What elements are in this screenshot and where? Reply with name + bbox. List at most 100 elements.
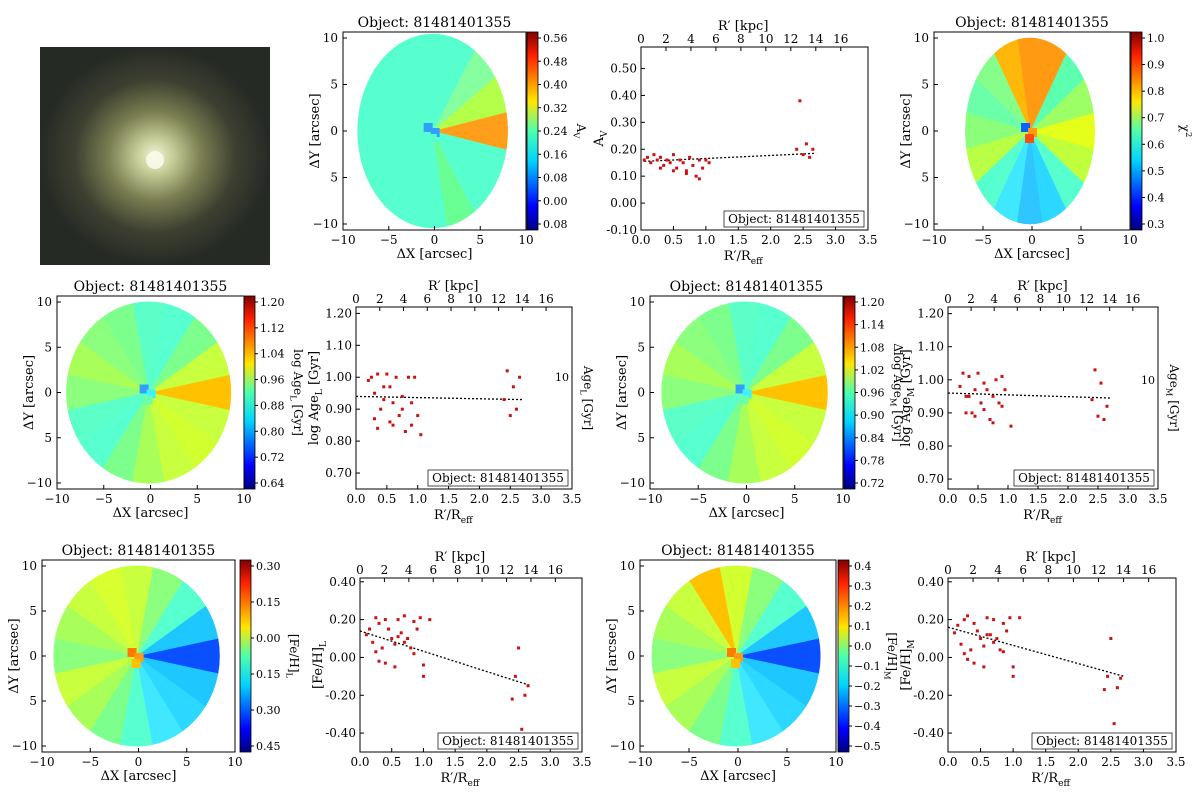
colorbar-label: [Fe/H]M bbox=[882, 632, 899, 680]
data-point bbox=[979, 401, 983, 405]
data-point bbox=[373, 391, 377, 395]
data-point bbox=[374, 650, 378, 654]
map-y-tick-label: 10 bbox=[37, 295, 52, 309]
map-y-axis-label: ΔY [arcsec] bbox=[22, 355, 37, 430]
y-axis-label: log AgeM [Gyr] bbox=[899, 349, 917, 446]
map-sector bbox=[432, 130, 507, 186]
colorbar-tick-label: 0.32 bbox=[543, 102, 568, 115]
colorbar-tick-label: 0.45 bbox=[256, 740, 281, 753]
data-point bbox=[1102, 688, 1106, 692]
map-x-tick-label: 10 bbox=[518, 233, 533, 247]
data-point bbox=[388, 420, 392, 424]
top-tick-label: 6 bbox=[423, 292, 431, 306]
data-point bbox=[995, 637, 999, 641]
data-point bbox=[645, 155, 649, 159]
data-point bbox=[413, 375, 417, 379]
x-tick-label: 1.0 bbox=[408, 492, 427, 506]
profile-frame bbox=[947, 306, 1159, 490]
colorbar-label: Δlog AgeM [Gyr] bbox=[888, 343, 905, 442]
colorbar-tick-label: 0.96 bbox=[260, 374, 285, 387]
colorbar-tick-label: 1.02 bbox=[860, 364, 885, 377]
map-panel-fehM: −10 −5 0 5 10 10 5 0 5 −10 ΔX [arcsec] ΔY [arcsec] O… bbox=[605, 543, 899, 784]
data-point bbox=[412, 620, 416, 623]
data-point bbox=[518, 375, 522, 379]
data-point bbox=[402, 614, 406, 618]
top-tick-label: 0 bbox=[944, 563, 952, 577]
data-point bbox=[808, 155, 812, 159]
data-point bbox=[795, 147, 799, 151]
data-point bbox=[982, 665, 986, 669]
map-x-axis-label: ΔX [arcsec] bbox=[101, 769, 177, 784]
colorbar-tick-label: 0.24 bbox=[543, 125, 568, 138]
map-core-pixel bbox=[742, 389, 752, 399]
data-point bbox=[681, 161, 685, 165]
top-tick-label: 2 bbox=[381, 563, 389, 577]
colorbar-tick-label: 0.00 bbox=[256, 632, 281, 645]
profile-frame bbox=[947, 577, 1177, 753]
colorbar-tick-label: 0.56 bbox=[543, 32, 568, 45]
data-point bbox=[684, 169, 688, 173]
top-tick-label: 2 bbox=[969, 563, 977, 577]
data-point bbox=[1112, 722, 1116, 726]
data-point bbox=[505, 369, 509, 373]
data-point bbox=[688, 155, 692, 159]
y-tick-label: 0.00 bbox=[329, 650, 356, 664]
map-y-tick-label: 5 bbox=[921, 171, 929, 185]
top-tick-label: 10 bbox=[474, 563, 489, 577]
legend-box bbox=[1031, 732, 1173, 750]
x-tick-label: 3.5 bbox=[562, 492, 581, 506]
map-y-tick-label: 0 bbox=[330, 124, 338, 138]
top-tick-label: 0 bbox=[637, 32, 645, 46]
colorbar-tick-label: 0.3 bbox=[854, 580, 872, 593]
map-y-tick-label: 10 bbox=[323, 31, 338, 45]
data-point bbox=[1005, 629, 1009, 633]
map-x-tick-label: −10 bbox=[44, 492, 69, 506]
top-axis-label: R′ [kpc] bbox=[428, 279, 479, 294]
map-x-tick-label: −10 bbox=[921, 233, 946, 247]
x-axis-label: R′/Reff bbox=[1023, 508, 1062, 526]
data-point bbox=[364, 633, 368, 637]
map-sector bbox=[744, 392, 827, 444]
colorbar-gradient bbox=[243, 295, 256, 490]
top-tick-label: 16 bbox=[833, 32, 848, 46]
map-y-axis-label: ΔY [arcsec] bbox=[899, 93, 914, 168]
colorbar-tick-label: 0.1 bbox=[854, 620, 872, 633]
data-point bbox=[400, 394, 404, 398]
profile-panel-ageL-profile: 0.0 0.5 1.0 1.5 2.0 2.5 3.0 3.5 0 2 4 6 8 10 12 14 16 R′ … bbox=[307, 279, 595, 526]
map-sector bbox=[148, 392, 230, 444]
x-axis-label: R′/Reff bbox=[434, 508, 473, 526]
map-core-pixel bbox=[131, 659, 141, 668]
data-point bbox=[1000, 374, 1004, 378]
colorbar-tick-label: 0.30 bbox=[256, 560, 281, 573]
data-point bbox=[804, 142, 808, 146]
map-x-tick-label: 5 bbox=[791, 492, 799, 506]
data-point bbox=[1001, 650, 1005, 654]
data-point bbox=[972, 661, 976, 665]
data-point bbox=[369, 375, 373, 379]
top-tick-label: 4 bbox=[405, 563, 413, 577]
data-point bbox=[377, 621, 381, 625]
colorbar-tick-label: 1.14 bbox=[860, 319, 885, 332]
map-sector bbox=[735, 655, 819, 707]
colorbar-tick-label: 0.15 bbox=[256, 668, 281, 681]
map-x-tick-label: 10 bbox=[835, 492, 850, 506]
map-y-tick-label: −10 bbox=[610, 739, 635, 753]
data-point bbox=[1018, 616, 1022, 620]
y-tick-label: 0.20 bbox=[329, 613, 356, 627]
colorbar-tick-label: 0.78 bbox=[860, 454, 885, 467]
map-panel-av: −10 −5 0 5 10 10 5 0 5 −10 ΔX [arcsec] ΔY [arcsec] O… bbox=[308, 15, 588, 262]
map-y-tick-label: 0 bbox=[627, 649, 635, 663]
x-tick-label: 2.0 bbox=[1069, 755, 1088, 769]
y-tick-label: 0.70 bbox=[917, 472, 944, 486]
map-title: Object: 81481401355 bbox=[74, 279, 228, 295]
colorbar-label: log AgeL [Gyr] bbox=[288, 349, 305, 436]
x-tick-label: 3.0 bbox=[1118, 492, 1137, 506]
legend-box bbox=[723, 210, 865, 228]
data-point bbox=[973, 414, 977, 418]
data-point bbox=[953, 631, 957, 635]
data-point bbox=[966, 657, 970, 661]
map-core-pixel bbox=[146, 389, 156, 399]
data-point bbox=[992, 640, 996, 644]
data-point bbox=[526, 684, 530, 688]
map-x-tick-label: −10 bbox=[637, 492, 662, 506]
